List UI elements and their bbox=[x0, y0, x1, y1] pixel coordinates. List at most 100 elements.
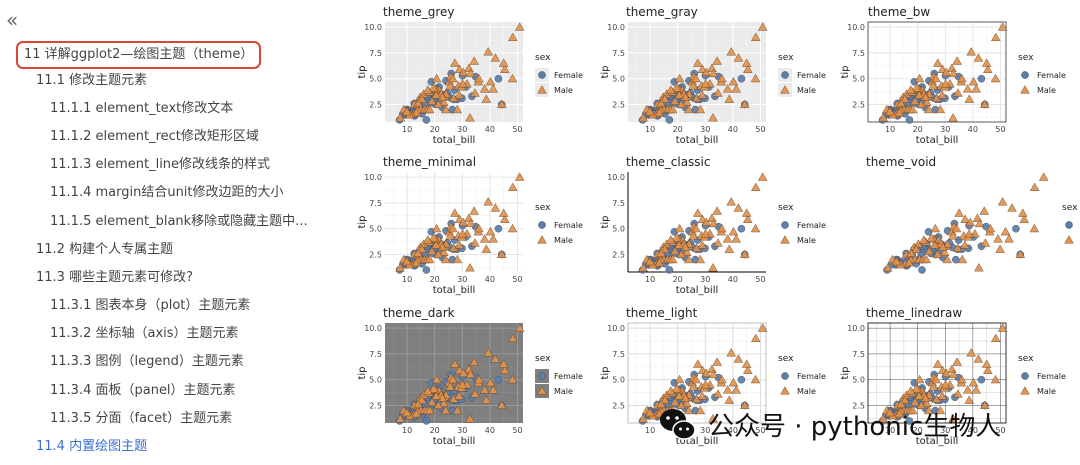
data-point-male bbox=[638, 113, 648, 122]
toc-item[interactable]: 11.3 哪些主题元素可修改? bbox=[36, 270, 193, 285]
data-point-male bbox=[951, 223, 962, 233]
data-point-male bbox=[645, 256, 655, 266]
x-axis-title: total_bill bbox=[676, 436, 719, 447]
data-point-male bbox=[981, 58, 992, 67]
data-point-male bbox=[485, 76, 496, 86]
data-point-male bbox=[914, 374, 925, 384]
data-point-male bbox=[980, 400, 990, 409]
data-point-male bbox=[497, 99, 507, 108]
y-tick-label: 7.5 bbox=[369, 350, 382, 359]
y-tick-label: 5.0 bbox=[369, 376, 382, 385]
data-point-male bbox=[997, 197, 1008, 206]
data-point-female bbox=[494, 375, 503, 384]
x-axis-title: total_bill bbox=[433, 436, 476, 447]
y-tick-label: 10.0 bbox=[364, 173, 382, 182]
data-point-male bbox=[724, 395, 735, 404]
data-point-male bbox=[514, 172, 525, 181]
data-point-male bbox=[924, 246, 934, 255]
data-point-male bbox=[514, 323, 525, 332]
data-point-female bbox=[952, 255, 960, 264]
legend-label: Male bbox=[1037, 387, 1056, 396]
data-point-male bbox=[965, 217, 975, 227]
data-point-male bbox=[885, 106, 895, 116]
data-point-male bbox=[413, 98, 423, 107]
data-point-male bbox=[722, 385, 733, 394]
x-tick-label: 10 bbox=[645, 275, 655, 284]
x-tick-label: 20 bbox=[430, 125, 440, 134]
data-point-male bbox=[691, 223, 701, 233]
y-axis-title: tip bbox=[840, 65, 851, 78]
toc-item[interactable]: 11.3.1 图表本身（plot）主题元素 bbox=[50, 298, 251, 313]
data-point-male bbox=[485, 377, 496, 387]
data-point-male bbox=[682, 97, 692, 106]
plot-panel-minimal: theme_minimal 10 20 30 40 50 2.5 5.0 7.5 10.0 tota… bbox=[357, 155, 583, 296]
data-point-male bbox=[911, 83, 922, 92]
data-point-male bbox=[973, 53, 984, 62]
data-point-male bbox=[990, 73, 1001, 83]
toc-item[interactable]: 11.3.4 面板（panel）主题元素 bbox=[50, 383, 236, 398]
data-point-male bbox=[717, 73, 727, 83]
data-point-male bbox=[498, 58, 509, 67]
y-tick-label: 10.0 bbox=[607, 173, 625, 182]
legend-key-female bbox=[1065, 221, 1073, 229]
toc-item[interactable]: 11.1.1 element_text修改文本 bbox=[50, 101, 234, 116]
x-tick-label: 40 bbox=[728, 125, 738, 134]
collapse-sidebar-icon[interactable]: « bbox=[6, 8, 19, 32]
data-point-male bbox=[448, 223, 458, 233]
data-point-male bbox=[726, 47, 736, 56]
legend-title: sex bbox=[778, 354, 794, 364]
x-tick-label: 40 bbox=[968, 426, 978, 435]
data-point-male bbox=[490, 354, 501, 363]
data-point-male bbox=[671, 233, 682, 242]
toc-item[interactable]: 11 详解ggplot2—绘图主题（theme） bbox=[16, 41, 262, 69]
data-point-male bbox=[728, 377, 739, 387]
data-point-male bbox=[638, 414, 648, 423]
data-point-male bbox=[937, 391, 947, 400]
data-point-male bbox=[952, 357, 962, 366]
data-point-male bbox=[907, 405, 918, 415]
data-point-male bbox=[922, 398, 932, 407]
data-point-male bbox=[667, 254, 678, 264]
data-point-male bbox=[966, 47, 976, 56]
data-point-male bbox=[469, 206, 479, 215]
toc-item[interactable]: 11.1.5 element_blank移除或隐藏主题中... bbox=[50, 214, 308, 229]
data-point-male bbox=[423, 85, 433, 94]
data-point-male bbox=[458, 67, 469, 77]
toc-item[interactable]: 11.1 修改主题元素 bbox=[36, 73, 148, 88]
data-point-male bbox=[900, 395, 910, 404]
toc-item[interactable]: 11.1.3 element_line修改线条的样式 bbox=[50, 157, 271, 172]
toc-item[interactable]: 11.2 构建个人专属主题 bbox=[36, 242, 174, 257]
data-point-male bbox=[402, 256, 412, 266]
y-axis-title: tip bbox=[600, 65, 611, 78]
data-point-male bbox=[424, 405, 435, 415]
data-point-male bbox=[688, 81, 698, 90]
toc-item[interactable]: 11.4 内置绘图主题 bbox=[36, 439, 148, 454]
data-point-male bbox=[688, 231, 698, 240]
toc-item[interactable]: 11.1.2 element_rect修改矩形区域 bbox=[50, 129, 259, 144]
data-point-male bbox=[395, 113, 405, 122]
data-point-male bbox=[656, 98, 666, 107]
data-point-male bbox=[695, 405, 706, 415]
data-point-male bbox=[929, 240, 940, 249]
data-point-male bbox=[933, 359, 943, 368]
data-point-male bbox=[457, 79, 468, 88]
toc-item[interactable]: 11.1.4 margin结合unit修改边距的大小 bbox=[50, 185, 284, 200]
toc-item[interactable]: 11.3.2 坐标轴（axis）主题元素 bbox=[50, 326, 239, 341]
data-point-male bbox=[957, 73, 967, 83]
legend-key-female bbox=[781, 71, 789, 79]
toc-item[interactable]: 11.3.5 分面（facet）主题元素 bbox=[50, 411, 233, 426]
data-point-male bbox=[964, 94, 975, 103]
data-point-male bbox=[910, 96, 920, 105]
data-point-female bbox=[494, 224, 503, 233]
toc-item[interactable]: 11.3.3 图例（legend）主题元素 bbox=[50, 354, 244, 369]
data-point-male bbox=[498, 359, 509, 368]
y-tick-label: 2.5 bbox=[612, 250, 625, 259]
data-point-male bbox=[395, 414, 405, 423]
y-axis-title: tip bbox=[357, 215, 368, 228]
data-point-male bbox=[931, 374, 941, 384]
data-point-male bbox=[674, 374, 685, 384]
x-tick-label: 30 bbox=[700, 426, 710, 435]
y-tick-label: 7.5 bbox=[612, 49, 625, 58]
data-point-female bbox=[665, 116, 674, 124]
data-point-male bbox=[450, 359, 460, 368]
